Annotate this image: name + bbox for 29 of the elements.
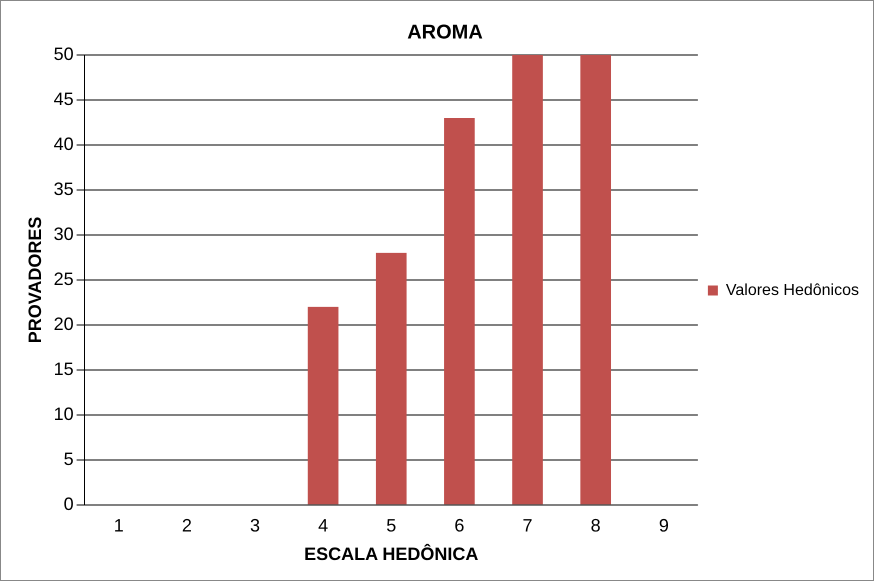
bar bbox=[376, 252, 407, 504]
y-tick-label: 20 bbox=[54, 314, 74, 334]
y-tick-label: 30 bbox=[54, 224, 74, 244]
y-tick-label: 40 bbox=[54, 134, 74, 154]
legend-label: Valores Hedônicos bbox=[726, 282, 859, 299]
y-tick-label: 25 bbox=[54, 268, 74, 289]
y-tick-label: 35 bbox=[54, 178, 74, 199]
bar bbox=[308, 306, 338, 504]
y-tick-label: 0 bbox=[64, 494, 74, 514]
x-tick-label: 2 bbox=[182, 516, 192, 536]
x-tick-label: 9 bbox=[658, 516, 669, 536]
bar bbox=[444, 118, 475, 504]
x-tick-label: 6 bbox=[454, 516, 464, 536]
bar bbox=[580, 55, 612, 504]
bar bbox=[512, 55, 543, 504]
x-tick-label: 8 bbox=[590, 516, 601, 536]
y-tick-label: 15 bbox=[54, 358, 74, 379]
x-tick-label: 5 bbox=[386, 516, 396, 536]
y-tick-label: 5 bbox=[64, 448, 74, 469]
x-tick-label: 7 bbox=[522, 516, 533, 536]
chart-title: AROMA bbox=[407, 22, 483, 44]
y-tick-label: 45 bbox=[54, 88, 74, 109]
x-tick-label: 1 bbox=[114, 516, 124, 536]
x-tick-label: 4 bbox=[318, 516, 328, 536]
y-tick-label: 50 bbox=[54, 44, 74, 64]
y-axis-title: PROVADORES bbox=[24, 216, 45, 344]
x-tick-label: 3 bbox=[250, 516, 260, 536]
y-tick-label: 10 bbox=[54, 404, 74, 424]
x-axis-title: ESCALA HEDÔNICA bbox=[304, 543, 478, 564]
